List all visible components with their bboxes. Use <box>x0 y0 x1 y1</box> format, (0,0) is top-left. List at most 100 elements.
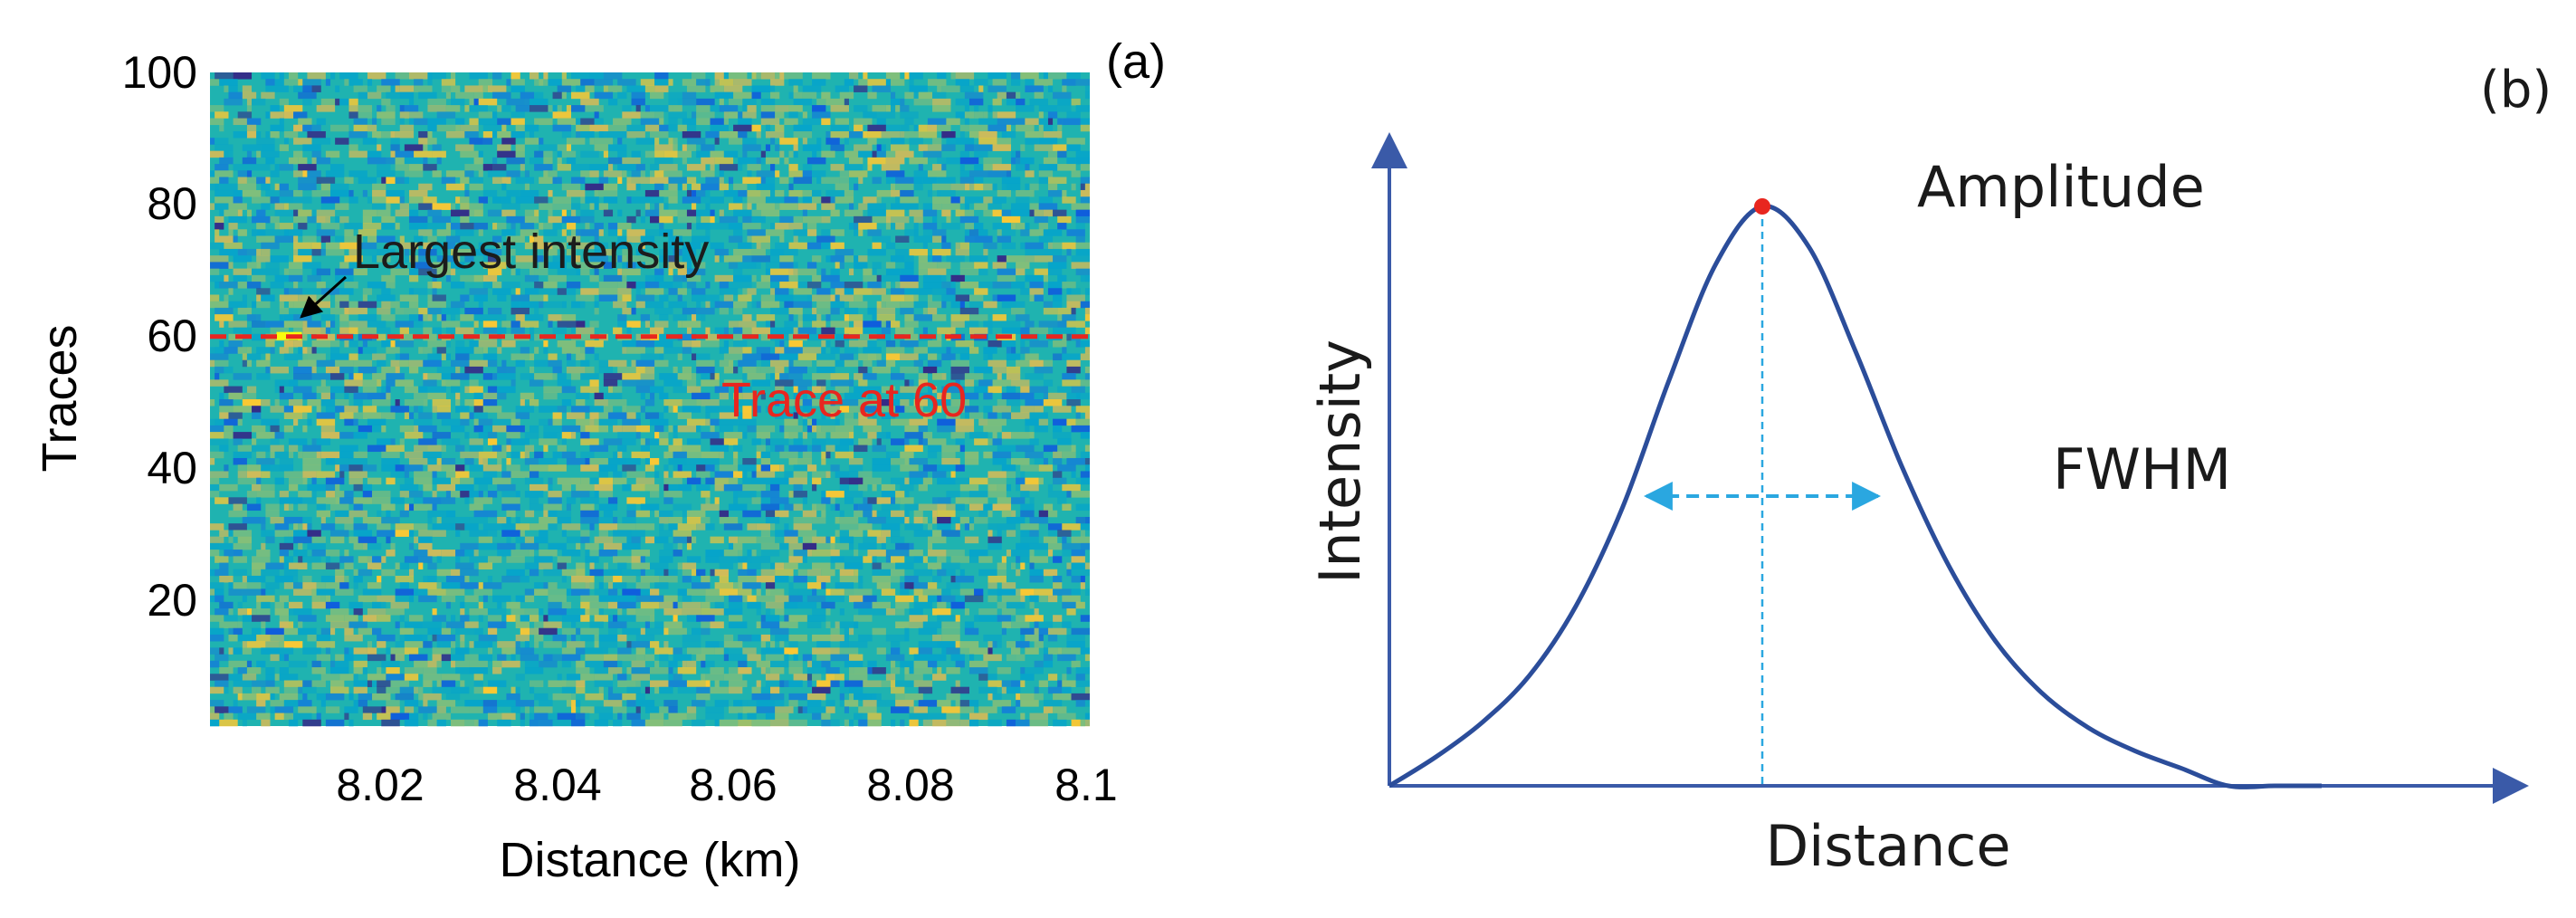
heatmap-cell <box>941 445 960 453</box>
heatmap-cell <box>228 608 234 616</box>
heatmap-cell <box>937 569 947 577</box>
heatmap-cell <box>548 582 558 589</box>
heatmap-cell <box>881 301 886 309</box>
heatmap-cell <box>964 373 984 380</box>
heatmap-cell <box>344 386 358 394</box>
heatmap-cell <box>974 164 984 171</box>
heatmap-cell <box>386 510 391 518</box>
heatmap-cell <box>261 242 280 250</box>
heatmap-cell <box>1071 627 1090 636</box>
heatmap-cell <box>1006 516 1026 524</box>
heatmap-cell <box>515 634 530 642</box>
heatmap-cell <box>682 445 701 453</box>
heatmap-cell <box>770 327 776 335</box>
heatmap-cell <box>719 556 739 563</box>
heatmap-cell <box>529 98 549 106</box>
heatmap-cell <box>1016 164 1026 171</box>
heatmap-cell <box>876 359 886 368</box>
heatmap-cell <box>686 510 706 518</box>
heatmap-cell <box>650 392 655 400</box>
heatmap-cell <box>283 654 289 662</box>
heatmap-cell <box>302 647 321 655</box>
heatmap-cell <box>997 601 1007 609</box>
heatmap-cell <box>881 530 892 537</box>
heatmap-cell <box>423 483 433 492</box>
heatmap-cell <box>848 72 859 80</box>
heatmap-cell <box>1071 550 1085 557</box>
heatmap-cell <box>219 399 234 406</box>
heatmap-cell <box>316 177 336 185</box>
heatmap-cell <box>663 595 678 603</box>
heatmap-cell <box>510 550 530 557</box>
heatmap-cell <box>377 359 386 368</box>
heatmap-cell <box>932 229 938 236</box>
heatmap-cell <box>964 183 969 191</box>
heatmap-cell <box>404 674 419 681</box>
heatmap-cell <box>589 418 595 426</box>
heatmap-cell <box>1043 654 1054 662</box>
heatmap-cell <box>418 248 437 256</box>
heatmap-cell <box>631 451 650 459</box>
heatmap-cell <box>867 124 886 132</box>
heatmap-cell <box>1062 314 1076 321</box>
heatmap-cell <box>613 425 623 433</box>
heatmap-cell <box>1020 693 1035 701</box>
heatmap-cell <box>603 248 614 256</box>
heatmap-cell <box>756 157 761 165</box>
heatmap-cell <box>686 516 701 524</box>
heatmap-cell <box>432 647 452 655</box>
heatmap-cell <box>760 72 776 80</box>
heatmap-cell <box>228 91 243 100</box>
heatmap-cell <box>339 366 354 374</box>
heatmap-cell <box>686 712 697 721</box>
heatmap-cell <box>1020 588 1035 596</box>
heatmap-cell <box>825 608 831 616</box>
heatmap-cell <box>1075 674 1085 681</box>
heatmap-cell <box>686 177 697 185</box>
heatmap-cell <box>918 262 938 269</box>
heatmap-cell <box>325 242 340 250</box>
heatmap-cell <box>913 706 928 713</box>
heatmap-cell <box>644 209 660 217</box>
heatmap-cell <box>524 98 530 106</box>
heatmap-cell <box>497 483 516 492</box>
heatmap-cell <box>210 301 229 309</box>
heatmap-cell <box>784 536 798 544</box>
heatmap-cell <box>311 550 326 557</box>
heatmap-cell <box>613 615 618 622</box>
heatmap-cell <box>895 601 910 609</box>
heatmap-cell <box>626 124 645 132</box>
heatmap-cell <box>487 314 507 321</box>
heatmap-cell <box>390 542 396 550</box>
heatmap-cell <box>408 412 415 419</box>
heatmap-cell <box>692 627 701 636</box>
heatmap-cell <box>487 608 507 616</box>
heatmap-cell <box>1006 91 1016 100</box>
heatmap-cell <box>552 373 558 380</box>
heatmap-cell <box>913 667 933 674</box>
heatmap-cell <box>978 268 988 276</box>
heatmap-cell <box>576 627 581 636</box>
heatmap-cell <box>682 399 697 406</box>
heatmap-cell <box>959 588 975 596</box>
heatmap-cell <box>445 588 465 596</box>
heatmap-cell <box>571 686 577 694</box>
heatmap-cell <box>714 497 720 504</box>
heatmap-cell <box>946 550 965 557</box>
heatmap-cell <box>955 425 975 433</box>
heatmap-cell <box>557 268 577 276</box>
heatmap-cell <box>381 215 396 224</box>
heatmap-cell <box>427 373 442 380</box>
heatmap-cell <box>891 373 905 380</box>
heatmap-cell <box>904 320 919 328</box>
heatmap-cell <box>469 706 483 713</box>
heatmap-cell <box>316 641 336 648</box>
heatmap-cell <box>1062 451 1076 459</box>
heatmap-cell <box>377 438 391 445</box>
heatmap-cell <box>372 627 382 636</box>
heatmap-cell <box>404 706 415 713</box>
heatmap-cell <box>696 262 706 269</box>
heatmap-cell <box>339 432 354 439</box>
heatmap-cell <box>756 621 761 628</box>
heatmap-cell <box>677 353 682 360</box>
